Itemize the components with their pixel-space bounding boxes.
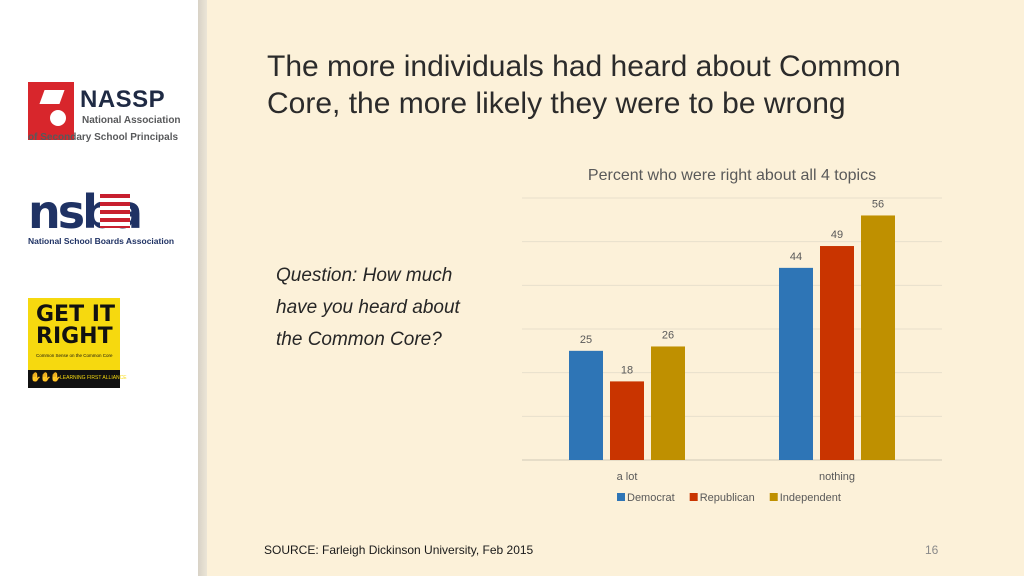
bar [569, 350, 603, 460]
data-label: 25 [580, 334, 592, 346]
bar [820, 246, 854, 460]
get-it-right-title: GET IT RIGHT [36, 302, 115, 349]
category-label: nothing [819, 471, 855, 483]
bar [861, 215, 895, 460]
nassp-emblem-icon [28, 82, 74, 140]
nsba-logo: nsba National School Boards Association [28, 189, 174, 248]
page-number: 16 [925, 543, 939, 557]
raised-hands-icon: ✋✋✋ [30, 372, 62, 382]
source-note: SOURCE: Farleigh Dickinson University, F… [264, 543, 534, 557]
legend-entry: Independent [780, 492, 841, 504]
get-it-right-logo: GET IT RIGHT Common Sense on the Common … [28, 298, 127, 388]
bar [610, 381, 644, 460]
get-it-right-footer: ✋✋✋ LEARNING FIRST ALLIANCE [28, 370, 127, 388]
data-label: 56 [872, 198, 884, 210]
chart-title: Percent who were right about all 4 topic… [588, 167, 876, 184]
data-label: 18 [621, 364, 633, 376]
legend-entry: Republican [700, 492, 755, 504]
bar [779, 267, 813, 460]
nsba-logo-tagline: National School Boards Association [28, 236, 175, 246]
get-it-right-subtitle: Common Sense on the Common Core [36, 353, 113, 358]
get-it-right-footer-text: LEARNING FIRST ALLIANCE [60, 375, 127, 381]
nassp-logo-name: NASSP [80, 86, 166, 113]
slide-title: The more individuals had heard about Com… [267, 50, 901, 120]
category-label: a lot [617, 471, 638, 483]
nassp-logo-line2: of Secondary School Principals [28, 132, 179, 143]
survey-question: Question: How much have you heard about … [276, 265, 460, 350]
legend-entry: Democrat [627, 492, 675, 504]
flag-icon [100, 194, 130, 228]
sidebar-divider [198, 0, 207, 576]
nassp-logo-line1: National Association [82, 115, 181, 126]
bar [651, 346, 685, 460]
legend-swatch [689, 493, 698, 501]
data-label: 49 [831, 229, 843, 241]
legend-swatch [769, 493, 778, 501]
data-label: 44 [790, 251, 802, 263]
legend-swatch [617, 493, 625, 501]
data-label: 26 [662, 329, 674, 341]
nassp-logo: NASSP National Association of Secondary … [28, 82, 188, 146]
